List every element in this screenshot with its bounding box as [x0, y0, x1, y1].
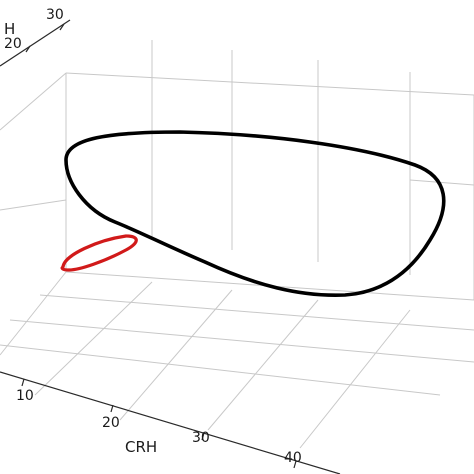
x-tick-label: 30	[192, 430, 210, 446]
grid-lines	[0, 40, 474, 449]
x-axis-label: CRH	[125, 438, 157, 456]
axes	[0, 19, 341, 474]
x-tick-label: 10	[16, 388, 34, 404]
z-axis-label: H	[4, 20, 15, 38]
series-black-orbit	[64, 130, 446, 298]
z-tick-label: 20	[4, 36, 22, 52]
x-tick-label: 20	[102, 415, 120, 431]
series-red-orbit	[60, 234, 138, 272]
x-tick-label: 40	[284, 450, 302, 466]
x-axis-line	[0, 371, 341, 474]
z-tick-label: 30	[46, 7, 64, 23]
z-axis-line	[0, 19, 71, 67]
tick-labels: 30 20 10 20 30 40	[4, 7, 302, 466]
